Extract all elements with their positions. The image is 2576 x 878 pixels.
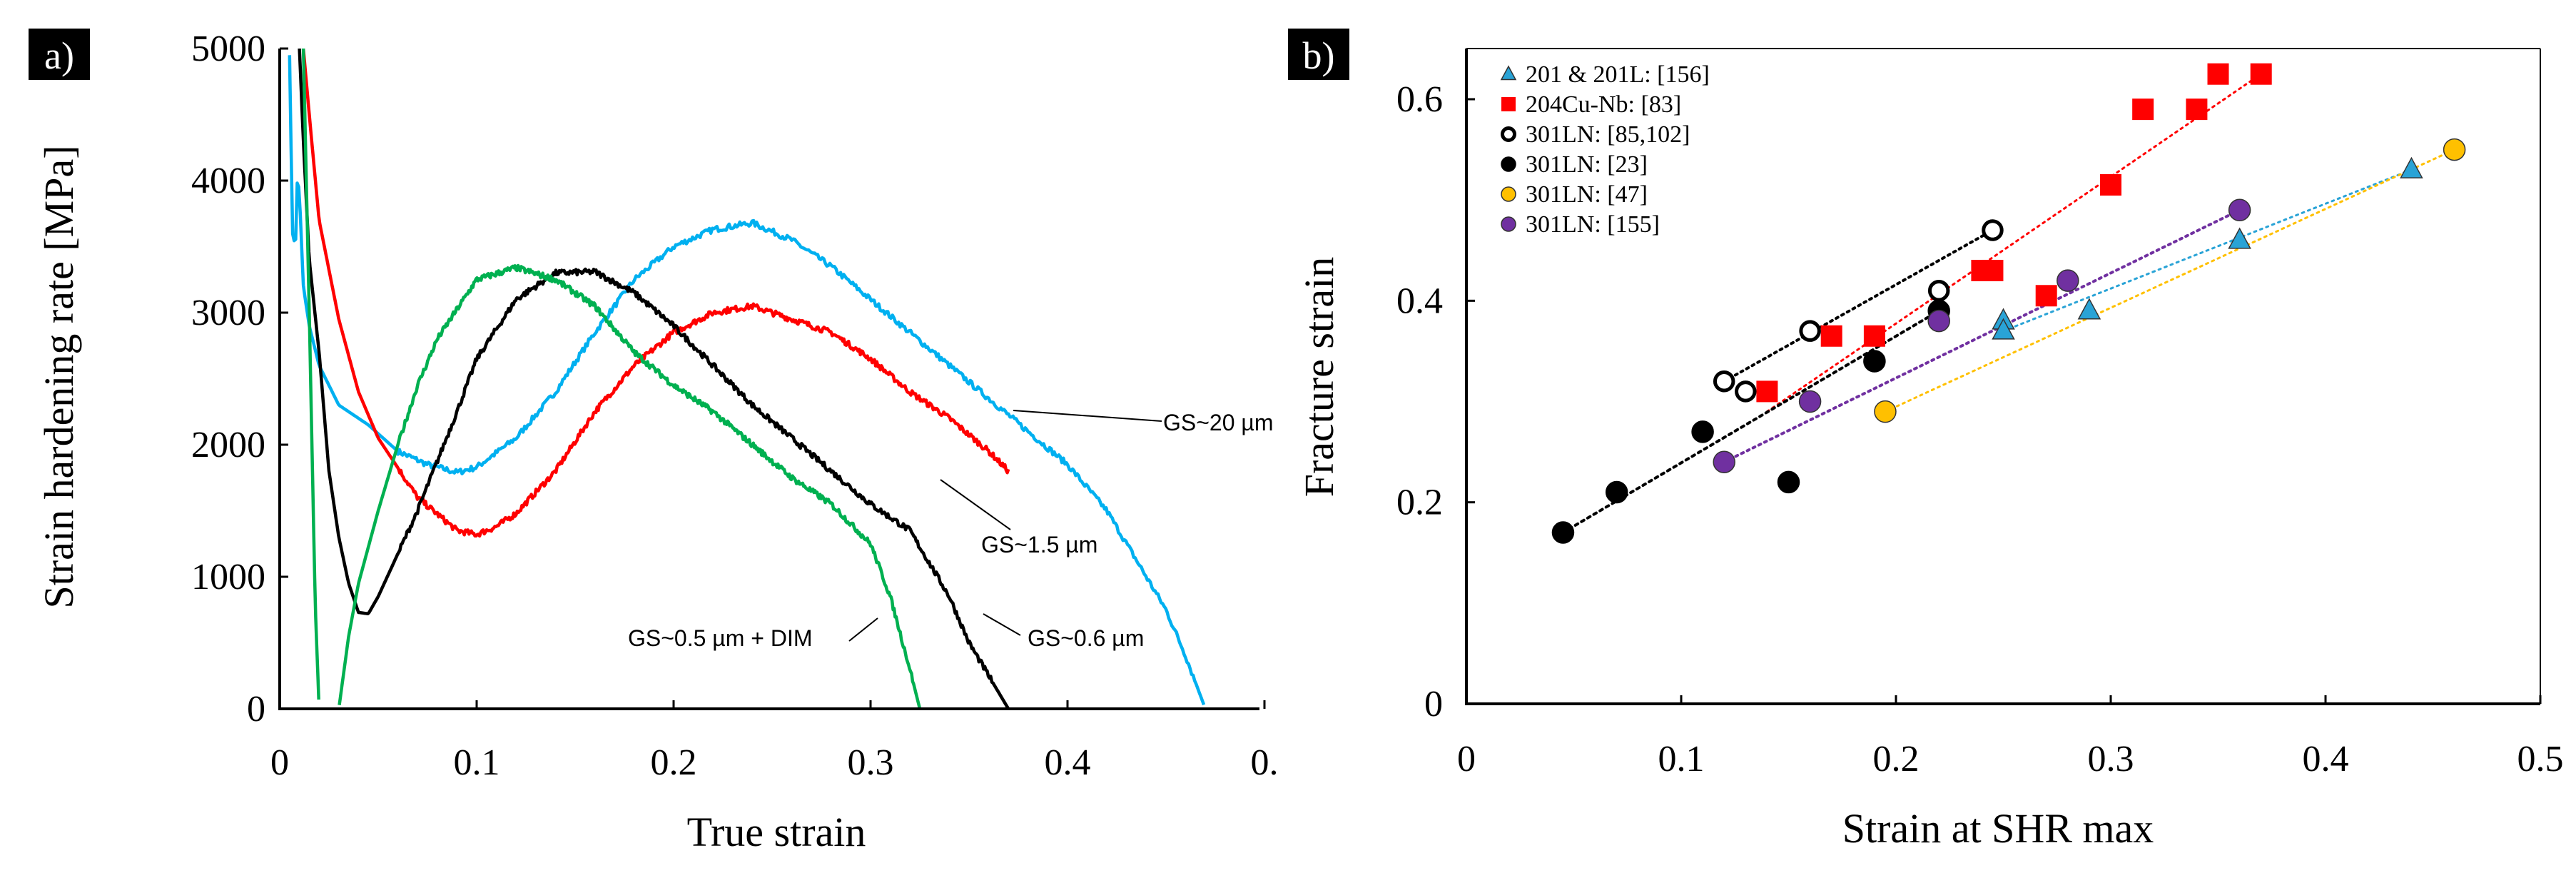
panel-a-x-tick-label: 0.2 [651,742,697,783]
point-301ln-23 [1863,350,1886,373]
panel-b-x-label: Strain at SHR max [1842,805,2154,852]
point-301ln-85-102 [1982,219,2004,241]
panel-b-x-tick-label: 0.1 [1658,739,1705,779]
point-204cu-nb-83 [1820,325,1842,347]
point-204cu-nb-83 [2100,173,2121,196]
panel-a-x-tick-label: 0.1 [454,742,500,783]
point-204cu-nb-83 [1756,380,1778,403]
panel-a-y-tick-label: 3000 [191,293,265,333]
legend-label-301ln-85-102: 301LN: [85,102] [1526,121,1690,148]
panel-b-x-tick-label: 0.4 [2303,739,2349,779]
annotation-leader [1013,410,1162,422]
point-201-201l-156 [2400,156,2423,178]
trendline-204cu-nb-83 [1765,73,2263,413]
panel-b-legend: 201 & 201L: [156] 204Cu-Nb: [83] 301LN: [8… [1500,61,1710,238]
point-204cu-nb-83 [2132,99,2154,121]
panel-a-y-tick-label: 0 [247,689,265,730]
annotation-gs-0-6: GS~0.6 µm [1028,625,1144,651]
point-301ln-23 [1777,470,1800,494]
panel-b-y-label: Fracture strain [1296,257,1342,498]
panel-b-x-tick-label: 0 [1457,739,1476,779]
annotation-gs-0-5-dim: GS~0.5 µm + DIM [628,625,813,651]
trendline-201-201l-156 [2002,168,2413,333]
panel-b-tag: b) [1303,34,1335,77]
legend-label-301ln-23: 301LN: [23] [1526,151,1648,178]
point-204cu-nb-83 [2186,99,2208,121]
annotation-leader [983,613,1021,636]
point-301ln-155 [1713,450,1735,473]
point-204cu-nb-83 [2207,63,2229,85]
series-line-gs-0-5-m-dim [301,49,922,710]
panel-a-tag-box [29,29,90,80]
panel-b-x-tick-label: 0.3 [2088,739,2134,779]
point-204cu-nb-83 [1982,259,2004,281]
panel-a-tag: a) [44,34,74,77]
panel-a-y-tick-label: 5000 [191,29,265,69]
panel-a-y-tick-label: 1000 [191,557,265,597]
panel-a-y-tick-label: 4000 [191,161,265,201]
legend-label-204cu-nb-83: 204Cu-Nb: [83] [1526,91,1681,118]
panel-b-y-tick-label: 0.4 [1396,281,1443,321]
trendline-301ln-47 [1884,148,2456,413]
point-301ln-85-102 [1799,320,1821,342]
point-301ln-85-102 [1713,370,1735,393]
panel-a-curves [288,49,1206,710]
panel-a-y-label: Strain hardening rate [MPa] [36,145,82,608]
annotation-gs-20: GS~20 µm [1163,410,1274,435]
panel-b-y-tick-label: 0 [1424,684,1443,725]
panel-b-y-tick-label: 0.6 [1396,79,1443,120]
annotation-leader [848,617,878,642]
trendline-301ln-155 [1723,208,2241,464]
point-301ln-23 [1551,521,1575,544]
legend-marker-204cu-nb-83 [1501,97,1516,111]
point-204cu-nb-83 [1863,325,1885,347]
point-204cu-nb-83 [2035,285,2057,307]
legend-label-301ln-47: 301LN: [47] [1526,181,1648,208]
series-line-gs-0-6-m [298,49,1010,710]
series-line-gs-1-5-m [301,49,1010,538]
point-301ln-23 [1691,420,1714,443]
panel-b: b) 0 0.1 0.2 0.3 0.4 0.5 0 0.2 0.4 0.6 201 & 201L… [1288,29,2564,852]
point-301ln-155 [2057,269,2079,292]
legend-marker-301ln-47 [1501,186,1516,202]
legend-marker-301ln-155 [1501,216,1516,232]
panel-a-y-tick-label: 2000 [191,425,265,465]
legend-label-301ln-155: 301LN: [155] [1526,211,1660,238]
point-201-201l-156 [2228,227,2251,249]
legend-marker-301ln-23 [1501,156,1516,172]
point-301ln-155 [1927,309,1950,333]
point-301ln-155 [2228,198,2251,222]
series-line-gs-20-m [288,55,1206,706]
panel-a-x-tick-label: 0. [1251,742,1279,783]
panel-b-y-tick-label: 0.2 [1396,483,1443,523]
panel-b-ticks: 0 0.1 0.2 0.3 0.4 0.5 0 0.2 0.4 0.6 [1396,79,2564,779]
panel-b-tag-box [1288,29,1349,80]
legend-marker-201-201l-156 [1500,65,1517,81]
panel-a-x-label: True strain [687,809,866,855]
legend-marker-301ln-85-102 [1501,126,1516,142]
point-301ln-47 [1874,400,1897,423]
panel-a-x-tick-label: 0.4 [1045,742,1091,783]
annotation-gs-1-5: GS~1.5 µm [981,532,1097,557]
point-301ln-155 [1798,390,1822,413]
point-204cu-nb-83 [2250,63,2272,85]
panel-a-ticks: 0 1000 2000 3000 4000 5000 0 0.1 0.2 0.3 0.4 0. [191,29,1279,783]
point-301ln-85-102 [1927,279,1950,302]
annotation-leader [940,479,1011,530]
panel-a-x-tick-label: 0 [270,742,289,783]
panel-b-points [1551,63,2466,544]
panel-b-trendlines [1561,73,2456,535]
panel-a-x-tick-label: 0.3 [848,742,894,783]
trendline-301ln-85-102 [1723,228,1994,383]
point-301ln-23 [1605,480,1628,504]
panel-b-x-tick-label: 0.5 [2517,739,2564,779]
panel-b-x-tick-label: 0.2 [1873,739,1920,779]
point-201-201l-156 [1992,318,2015,340]
legend-label-201-201l-156: 201 & 201L: [156] [1526,61,1710,88]
point-201-201l-156 [2077,298,2101,320]
point-301ln-85-102 [1735,380,1757,403]
point-301ln-47 [2443,138,2466,161]
